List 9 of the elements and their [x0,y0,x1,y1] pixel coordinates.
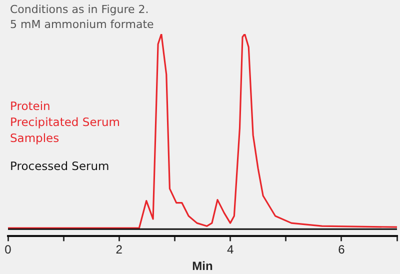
x-axis-title: Min [192,259,213,274]
chart-subtitle: 5 mM ammonium formate [10,17,154,32]
x-tick-label: 4 [226,242,234,257]
chart-title: Conditions as in Figure 2. [10,2,150,17]
x-tick-label: 2 [116,242,123,257]
text: Processed Serum [10,158,110,174]
x-tick-label: 6 [338,242,346,257]
text: Protein Precipitated Serum Samples [10,98,120,146]
x-tick-label: 0 [4,242,12,257]
